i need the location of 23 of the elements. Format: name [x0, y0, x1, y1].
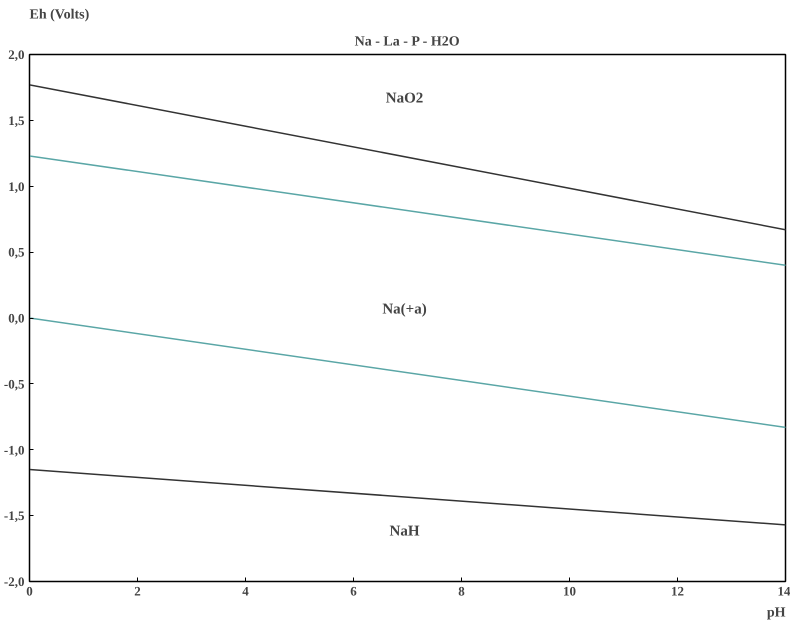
x-tick-label: 8 — [458, 584, 466, 598]
x-tick-label: 0 — [26, 584, 33, 598]
y-tick-label: -1,0 — [4, 442, 25, 458]
x-tick-label: 4 — [242, 584, 250, 598]
x-tick-label: 10 — [563, 584, 576, 598]
y-axis-title: Eh (Volts) — [30, 8, 90, 22]
x-tick-label: 14 — [778, 584, 791, 598]
y-tick-label: 0,5 — [8, 244, 25, 260]
y-tick-label: -1,5 — [4, 508, 25, 524]
y-tick-label: 0,0 — [8, 310, 24, 326]
x-tick-label: 6 — [350, 584, 358, 598]
y-tick-label: 1,5 — [8, 112, 25, 128]
x-tick-label: 12 — [671, 584, 684, 598]
y-tick-label: 2,0 — [8, 47, 24, 62]
x-axis-title: pH — [766, 606, 786, 620]
chart-title: Na - La - P - H2O — [354, 34, 460, 50]
y-tick-label: 1,0 — [8, 178, 24, 194]
annotation: NaO2 — [386, 90, 424, 106]
annotation: Na(+a) — [382, 302, 427, 318]
y-tick-label: -0,5 — [4, 376, 25, 392]
annotation: NaH — [390, 524, 420, 540]
y-tick-label: -2,0 — [4, 574, 25, 589]
x-tick-label: 2 — [134, 584, 141, 598]
